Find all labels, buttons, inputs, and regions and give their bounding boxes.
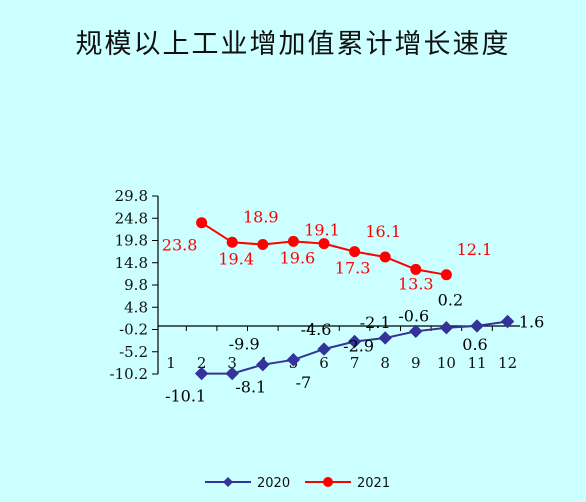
data-point-2020 <box>470 319 484 333</box>
data-point-2020 <box>347 334 362 349</box>
legend-label-2021: 2021 <box>357 476 390 491</box>
legend-marker-2020 <box>223 477 233 487</box>
x-tick-label: 10 <box>437 354 456 372</box>
data-point-2021 <box>257 239 269 251</box>
data-point-2020 <box>194 366 209 381</box>
data-point-2020 <box>378 331 392 345</box>
data-label-2020: -7 <box>296 373 312 392</box>
data-label-2020: 0.2 <box>438 291 463 310</box>
data-label-2020: 1.6 <box>519 312 544 331</box>
data-label-2020: -8.1 <box>235 378 266 397</box>
y-tick-label: -0.2 <box>119 321 148 339</box>
x-tick-label: 2 <box>197 354 207 372</box>
data-point-2020 <box>286 353 301 367</box>
x-tick-label: 3 <box>227 354 237 372</box>
legend-label-2020: 2020 <box>257 476 290 491</box>
chart-title: 规模以上工业增加值累计增长速度 <box>75 29 511 60</box>
x-tick-label: 12 <box>498 354 517 372</box>
data-point-2021 <box>410 263 422 275</box>
data-label-2021: 16.1 <box>365 222 401 241</box>
data-label-2021: 19.4 <box>218 249 254 268</box>
data-point-2020 <box>439 321 454 335</box>
data-label-2020: 0.6 <box>462 335 487 354</box>
data-label-2021: 13.3 <box>398 274 434 293</box>
data-point-2021 <box>226 236 238 248</box>
x-tick-label: 1 <box>166 354 176 372</box>
y-tick-label: -5.2 <box>119 343 148 361</box>
data-label-2021: 17.3 <box>335 259 371 278</box>
data-point-2021 <box>196 217 208 229</box>
data-point-2021 <box>287 235 299 247</box>
data-point-2021 <box>349 246 361 258</box>
legend-marker-2021 <box>323 477 333 487</box>
data-label-2020: -2.9 <box>343 337 374 356</box>
data-point-2020 <box>225 366 239 381</box>
data-label-2020: -2.1 <box>360 313 391 332</box>
data-point-2021 <box>318 238 330 250</box>
data-point-2021 <box>379 251 391 263</box>
data-point-2020 <box>317 342 331 356</box>
data-point-2020 <box>500 314 515 329</box>
data-point-2020 <box>409 324 423 338</box>
data-label-2020: -9.9 <box>229 335 260 354</box>
data-label-2020: -10.1 <box>165 387 206 406</box>
y-tick-label: 9.8 <box>124 276 148 294</box>
data-point-2020 <box>256 357 270 372</box>
y-tick-label: -10.2 <box>110 365 148 383</box>
data-point-2021 <box>440 269 452 281</box>
data-label-2021: 19.1 <box>304 221 340 240</box>
data-label-2021: 12.1 <box>457 240 493 259</box>
data-label-2021: 19.6 <box>280 248 316 267</box>
data-label-2020: -4.6 <box>301 320 332 339</box>
data-label-2021: 23.8 <box>162 236 198 255</box>
x-tick-label: 6 <box>319 354 329 372</box>
y-tick-label: 24.8 <box>115 209 148 227</box>
y-tick-label: 29.8 <box>115 187 148 205</box>
y-tick-label: 14.8 <box>115 254 148 272</box>
x-tick-label: 7 <box>350 354 360 372</box>
x-tick-label: 9 <box>411 354 421 372</box>
y-tick-label: 4.8 <box>124 298 148 316</box>
x-tick-label: 11 <box>467 354 486 372</box>
x-tick-label: 8 <box>380 354 390 372</box>
y-tick-label: 19.8 <box>115 232 148 250</box>
data-label-2021: 18.9 <box>243 208 279 227</box>
data-label-2020: -0.6 <box>398 306 429 325</box>
